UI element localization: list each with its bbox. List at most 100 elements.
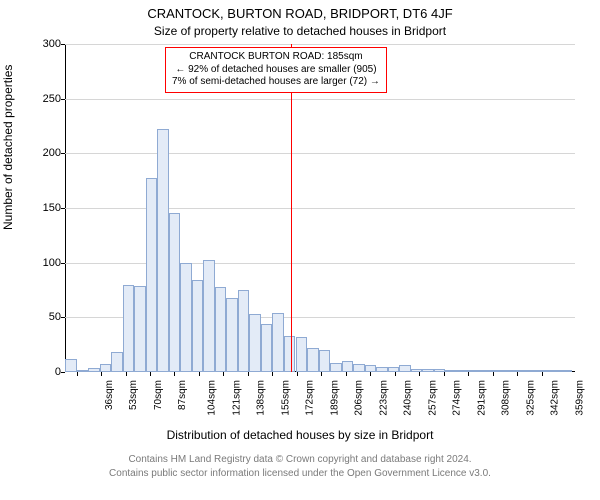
histogram-bar (88, 368, 100, 372)
histogram-bar (503, 370, 515, 372)
info-line: CRANTOCK BURTON ROAD: 185sqm (172, 51, 380, 64)
x-tick-mark (101, 372, 102, 376)
x-tick-label: 223sqm (379, 380, 390, 416)
x-tick-label: 36sqm (104, 380, 115, 410)
x-tick-label: 189sqm (330, 380, 341, 416)
x-tick-label: 342sqm (550, 380, 561, 416)
x-tick-mark (542, 372, 543, 376)
histogram-bar (353, 364, 365, 372)
y-tick-mark (61, 208, 65, 209)
histogram-bar (203, 260, 215, 372)
gridline-h (65, 208, 575, 209)
x-tick-label: 172sqm (305, 380, 316, 416)
x-tick-mark (272, 372, 273, 376)
y-tick-mark (61, 317, 65, 318)
y-tick-mark (61, 153, 65, 154)
x-tick-label: 70sqm (153, 380, 164, 410)
x-tick-mark (297, 372, 298, 376)
footer-line-2: Contains public sector information licen… (0, 468, 600, 479)
y-tick-label: 50 (3, 311, 61, 323)
y-tick-mark (61, 44, 65, 45)
histogram-bar (272, 313, 284, 372)
x-tick-label: 359sqm (574, 380, 585, 416)
histogram-bar (157, 129, 169, 372)
histogram-bar (480, 370, 492, 372)
x-tick-label: 138sqm (256, 380, 267, 416)
histogram-bar (249, 314, 261, 372)
y-tick-mark (61, 372, 65, 373)
histogram-bar (261, 324, 273, 372)
x-tick-mark (126, 372, 127, 376)
page-title-main: CRANTOCK, BURTON ROAD, BRIDPORT, DT6 4JF (0, 6, 600, 21)
reference-line (291, 44, 292, 372)
histogram-bar (65, 359, 77, 372)
histogram-bar (342, 361, 354, 372)
histogram-bar (514, 370, 526, 372)
x-tick-mark (77, 372, 78, 376)
info-line: ← 92% of detached houses are smaller (90… (172, 64, 380, 77)
chart-plot-area: 05010015020025030036sqm53sqm70sqm87sqm10… (65, 44, 575, 372)
x-tick-mark (468, 372, 469, 376)
x-tick-mark (517, 372, 518, 376)
histogram-bar (445, 370, 457, 372)
x-tick-label: 206sqm (354, 380, 365, 416)
x-tick-label: 257sqm (427, 380, 438, 416)
histogram-bar (215, 287, 227, 372)
y-tick-label: 0 (3, 366, 61, 378)
x-tick-mark (199, 372, 200, 376)
x-tick-mark (395, 372, 396, 376)
x-tick-label: 291sqm (476, 380, 487, 416)
x-tick-mark (493, 372, 494, 376)
page-title-sub: Size of property relative to detached ho… (0, 24, 600, 38)
x-tick-label: 104sqm (207, 380, 218, 416)
x-tick-label: 155sqm (281, 380, 292, 416)
gridline-h (65, 99, 575, 100)
histogram-bar (169, 213, 181, 372)
y-tick-label: 150 (3, 202, 61, 214)
x-tick-label: 240sqm (403, 380, 414, 416)
x-tick-label: 325sqm (525, 380, 536, 416)
histogram-bar (526, 370, 538, 372)
histogram-bar (307, 348, 319, 372)
histogram-bar (411, 369, 423, 372)
histogram-bar (538, 370, 550, 372)
histogram-bar (123, 285, 135, 372)
histogram-bar (457, 370, 469, 372)
x-tick-mark (174, 372, 175, 376)
x-axis-label: Distribution of detached houses by size … (0, 428, 600, 442)
x-tick-mark (150, 372, 151, 376)
gridline-h (65, 263, 575, 264)
histogram-bar (468, 370, 480, 372)
y-tick-label: 200 (3, 147, 61, 159)
histogram-bar (330, 363, 342, 372)
gridline-h (65, 44, 575, 45)
y-tick-label: 300 (3, 38, 61, 50)
histogram-bar (238, 290, 250, 372)
histogram-bar (134, 286, 146, 372)
y-tick-label: 100 (3, 257, 61, 269)
x-tick-label: 53sqm (128, 380, 139, 410)
gridline-h (65, 153, 575, 154)
histogram-bar (226, 298, 238, 372)
histogram-bar (376, 367, 388, 372)
x-tick-mark (223, 372, 224, 376)
histogram-bar (561, 370, 573, 372)
histogram-bar (549, 370, 561, 372)
histogram-bar (100, 364, 112, 372)
histogram-bar (296, 337, 308, 372)
reference-info-box: CRANTOCK BURTON ROAD: 185sqm ← 92% of de… (165, 47, 387, 93)
histogram-bar (399, 365, 411, 372)
x-tick-label: 274sqm (452, 380, 463, 416)
histogram-bar (284, 336, 296, 372)
histogram-bar (192, 280, 204, 372)
x-tick-label: 308sqm (501, 380, 512, 416)
info-line: 7% of semi-detached houses are larger (7… (172, 76, 380, 89)
y-tick-label: 250 (3, 93, 61, 105)
histogram-bar (146, 178, 158, 372)
x-tick-label: 87sqm (177, 380, 188, 410)
y-tick-mark (61, 99, 65, 100)
histogram-bar (111, 352, 123, 372)
x-tick-mark (321, 372, 322, 376)
histogram-bar (388, 367, 400, 372)
x-tick-mark (248, 372, 249, 376)
